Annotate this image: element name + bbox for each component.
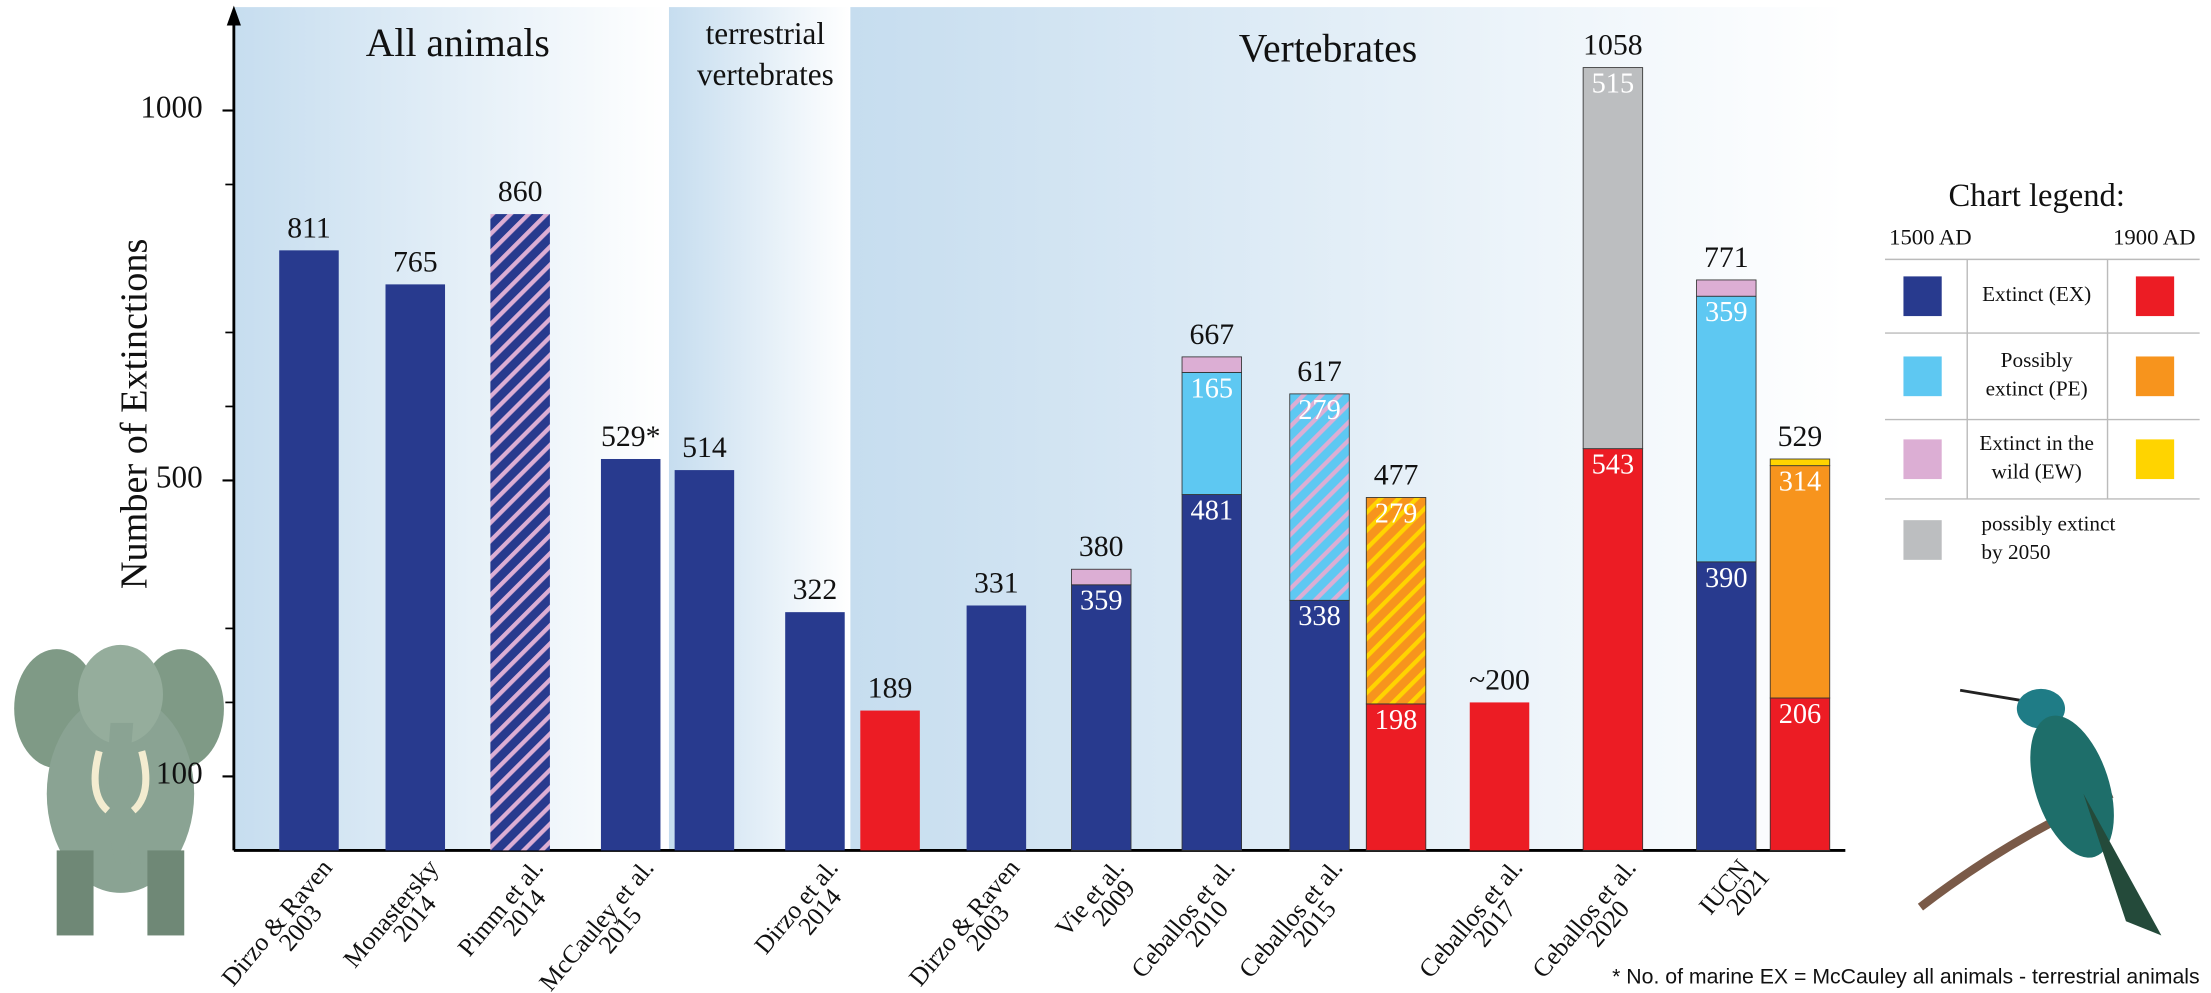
value-label: 765 xyxy=(393,245,438,278)
bar-segment xyxy=(1181,494,1242,851)
y-tick-label: 500 xyxy=(156,460,203,495)
bar-segment xyxy=(1365,497,1427,705)
value-label: 331 xyxy=(974,566,1019,599)
segment-label: 359 xyxy=(1080,586,1123,617)
legend-swatch xyxy=(1903,439,1942,480)
value-label: 811 xyxy=(287,211,331,244)
bar-segment xyxy=(600,458,661,851)
category-label: Ceballos et al.2015 xyxy=(1233,854,1349,984)
section-title: vertebrates xyxy=(697,57,834,92)
value-label: 322 xyxy=(793,573,838,606)
category-label: Vie et al.2009 xyxy=(1049,854,1140,943)
legend-swatch xyxy=(1903,520,1942,560)
bar-segment xyxy=(1696,279,1757,297)
total-label: 1058 xyxy=(1583,29,1642,62)
legend-label: wild (EW) xyxy=(1992,459,2082,483)
y-axis-title: Number of Extinctions xyxy=(113,239,155,590)
legend-label: extinct (PE) xyxy=(1986,376,2088,400)
bar-segment xyxy=(385,284,446,851)
bar-segment xyxy=(785,612,845,851)
bar-segment xyxy=(1469,702,1530,851)
footnote: * No. of marine EX = McCauley all animal… xyxy=(1612,965,2200,989)
bar-segment xyxy=(490,214,550,851)
bar-segment xyxy=(1769,458,1831,467)
bar-segment xyxy=(1696,561,1757,851)
segment-label: 206 xyxy=(1779,699,1822,730)
legend-swatch xyxy=(1903,276,1942,317)
section-title: Vertebrates xyxy=(1239,27,1417,71)
value-label: 514 xyxy=(682,431,727,464)
section-title: All animals xyxy=(366,21,550,65)
total-label: 380 xyxy=(1079,530,1124,563)
bar-segment xyxy=(1696,295,1757,563)
legend-swatch xyxy=(2135,439,2175,480)
category-label: Ceballos et al.2010 xyxy=(1125,854,1241,984)
bar-segment xyxy=(1071,568,1132,586)
bar-segment xyxy=(1181,356,1242,373)
total-label: 617 xyxy=(1297,355,1342,388)
bar-segment xyxy=(1582,67,1644,450)
legend-column: 1500 AD xyxy=(1889,225,1971,250)
segment-label: 279 xyxy=(1375,498,1418,529)
bar-segment xyxy=(860,710,920,851)
total-label: 667 xyxy=(1189,318,1234,351)
segment-label: 359 xyxy=(1705,297,1748,328)
segment-label: 314 xyxy=(1779,467,1822,498)
y-tick-label: 100 xyxy=(156,756,203,791)
y-axis-arrow xyxy=(226,5,241,26)
legend-label: Extinct in the xyxy=(1979,431,2094,455)
legend-label: Possibly xyxy=(2001,348,2073,372)
total-label: 477 xyxy=(1374,458,1419,491)
value-label: ~200 xyxy=(1469,663,1530,696)
hummingbird-illustration xyxy=(1917,688,2162,936)
total-label: 529 xyxy=(1778,420,1823,453)
segment-label: 481 xyxy=(1191,495,1234,526)
legend-label: possibly extinct xyxy=(1981,512,2115,536)
bar-segment xyxy=(279,250,339,851)
bar-segment xyxy=(1769,697,1831,851)
bar-segment xyxy=(1365,703,1427,851)
segment-label: 165 xyxy=(1191,373,1234,404)
segment-label: 515 xyxy=(1592,69,1635,100)
bar-segment xyxy=(1582,448,1644,851)
bar-segment xyxy=(1071,584,1132,851)
bar-segment xyxy=(966,605,1027,851)
value-label: 860 xyxy=(498,175,543,208)
section-title: terrestrial xyxy=(706,16,826,51)
segment-label: 279 xyxy=(1298,395,1341,426)
category-label: Dirzo et al.2014 xyxy=(748,854,847,960)
category-label: Ceballos et al.2017 xyxy=(1413,854,1529,984)
segment-label: 543 xyxy=(1592,450,1635,481)
legend-swatch xyxy=(1903,356,1942,397)
bar-segment xyxy=(1769,465,1831,699)
bar-segment xyxy=(1289,599,1350,851)
legend-swatch xyxy=(2135,356,2175,397)
bar-segment xyxy=(674,470,735,851)
legend-swatch xyxy=(2135,276,2175,317)
segment-label: 338 xyxy=(1298,601,1341,632)
legend-label: Extinct (EX) xyxy=(1982,282,2091,306)
category-label: McCauley et al.2015 xyxy=(533,854,659,993)
bar-segment xyxy=(1181,372,1242,495)
elephant-illustration xyxy=(14,644,224,936)
bar-segment xyxy=(1289,393,1350,601)
value-label: 189 xyxy=(868,672,913,705)
segment-label: 390 xyxy=(1705,563,1748,594)
legend-column: 1900 AD xyxy=(2113,225,2195,250)
segment-label: 198 xyxy=(1375,705,1418,736)
value-label: 529* xyxy=(601,420,661,453)
total-label: 771 xyxy=(1704,241,1749,274)
legend-title: Chart legend: xyxy=(1948,178,2124,214)
legend-label: by 2050 xyxy=(1981,540,2050,564)
category-label: Pimm et al.2014 xyxy=(452,854,552,962)
y-tick-label: 1000 xyxy=(140,90,202,125)
